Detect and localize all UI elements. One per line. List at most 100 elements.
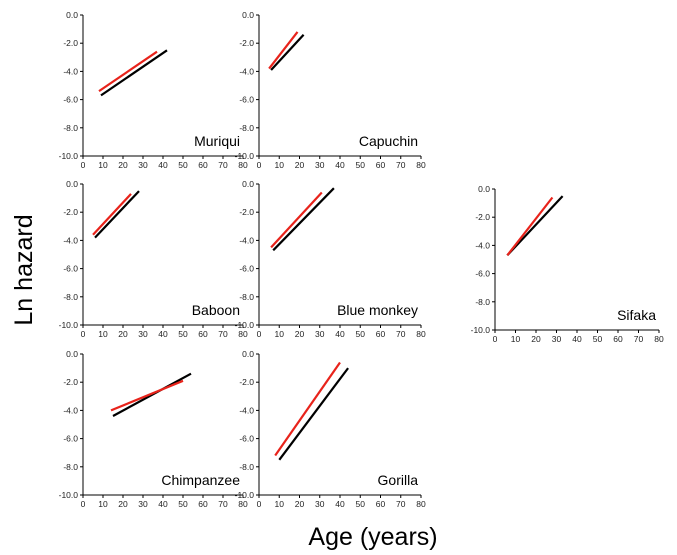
panel-label-chimpanzee: Chimpanzee (161, 472, 240, 488)
x-tick-label: 70 (634, 334, 644, 344)
x-tick-label: 20 (295, 160, 305, 170)
x-tick-label: 50 (178, 329, 188, 339)
y-tick-label: -4.0 (239, 405, 254, 415)
x-tick-label: 20 (118, 329, 128, 339)
x-tick-label: 0 (257, 329, 262, 339)
y-tick-label: -4.0 (239, 66, 254, 76)
y-tick-label: -6.0 (239, 95, 254, 105)
panel-blue-monkey: 0.0 -2.0 -4.0 -6.0 -8.0 -10.00 10 20 30 40 50 60 70 8… (235, 179, 426, 339)
x-tick-label: 30 (138, 499, 148, 509)
x-tick-label: 10 (275, 499, 285, 509)
y-tick-label: 0.0 (66, 349, 78, 359)
x-tick-label: 60 (376, 160, 386, 170)
x-tick-label: 60 (376, 329, 386, 339)
x-tick-label: 0 (81, 160, 86, 170)
y-tick-label: 0.0 (242, 10, 254, 20)
x-tick-label: 60 (198, 160, 208, 170)
y-tick-label: 0.0 (242, 179, 254, 189)
black-hazard-line (100, 49, 168, 97)
y-tick-label: -2.0 (475, 212, 490, 222)
y-axis-title: Ln hazard (10, 214, 38, 325)
x-tick-label: 70 (396, 499, 406, 509)
x-tick-label: 10 (98, 329, 108, 339)
red-hazard-line (92, 193, 132, 236)
y-tick-label: -4.0 (475, 240, 490, 250)
y-tick-label: -2.0 (63, 38, 78, 48)
x-tick-label: 50 (356, 329, 366, 339)
x-tick-label: 40 (158, 499, 168, 509)
black-hazard-line (270, 33, 305, 71)
y-tick-label: -10.0 (59, 490, 79, 500)
x-tick-label: 0 (81, 329, 86, 339)
red-hazard-line (98, 50, 158, 93)
panel-label-gorilla: Gorilla (378, 472, 419, 488)
red-hazard-line (274, 361, 341, 457)
x-tick-label: 40 (335, 329, 345, 339)
x-tick-label: 30 (552, 334, 562, 344)
x-tick-label: 30 (138, 160, 148, 170)
red-hazard-line (506, 196, 554, 256)
black-hazard-line (272, 187, 335, 252)
y-tick-label: -6.0 (475, 269, 490, 279)
panel-chimpanzee: 0.0 -2.0 -4.0 -6.0 -8.0 -10.00 10 20 30 40 50 60 70 8… (59, 349, 248, 509)
x-tick-label: 60 (613, 334, 623, 344)
x-tick-label: 80 (416, 329, 426, 339)
x-tick-label: 40 (158, 160, 168, 170)
x-tick-label: 10 (275, 160, 285, 170)
x-tick-label: 70 (396, 160, 406, 170)
y-tick-label: -8.0 (475, 297, 490, 307)
x-tick-label: 0 (493, 334, 498, 344)
x-tick-label: 50 (356, 160, 366, 170)
x-tick-label: 70 (218, 160, 228, 170)
panel-baboon: 0.0 -2.0 -4.0 -6.0 -8.0 -10.00 10 20 30 40 50 60 70 8… (59, 179, 248, 339)
y-tick-label: -6.0 (63, 95, 78, 105)
panel-label-sifaka: Sifaka (617, 307, 656, 323)
y-tick-label: -6.0 (239, 434, 254, 444)
y-tick-label: -8.0 (239, 292, 254, 302)
x-tick-label: 80 (238, 329, 248, 339)
x-tick-label: 40 (572, 334, 582, 344)
red-hazard-line (268, 31, 299, 70)
y-tick-label: -8.0 (239, 462, 254, 472)
y-tick-label: -6.0 (239, 264, 254, 274)
red-hazard-line (270, 191, 323, 249)
y-tick-label: -2.0 (63, 377, 78, 387)
x-tick-label: 30 (315, 160, 325, 170)
x-tick-label: 70 (218, 329, 228, 339)
panel-label-capuchin: Capuchin (359, 133, 418, 149)
x-tick-label: 20 (118, 160, 128, 170)
x-tick-label: 60 (198, 329, 208, 339)
y-tick-label: 0.0 (66, 179, 78, 189)
y-tick-label: -4.0 (63, 235, 78, 245)
x-tick-label: 0 (257, 499, 262, 509)
panel-sifaka: 0.0 -2.0 -4.0 -6.0 -8.0 -10.00 10 20 30 40 50 60 70 8… (471, 184, 664, 344)
black-hazard-line (112, 372, 192, 417)
x-tick-label: 50 (178, 160, 188, 170)
y-tick-label: -10.0 (235, 490, 255, 500)
x-tick-label: 20 (295, 329, 305, 339)
y-tick-label: -4.0 (63, 405, 78, 415)
x-tick-label: 10 (511, 334, 521, 344)
black-hazard-line (278, 367, 349, 461)
panel-capuchin: 0.0 -2.0 -4.0 -6.0 -8.0 -10.00 10 20 30 40 50 60 70 8… (235, 10, 426, 170)
y-tick-label: 0.0 (478, 184, 490, 194)
x-tick-label: 10 (98, 499, 108, 509)
x-tick-label: 50 (593, 334, 603, 344)
x-tick-label: 80 (654, 334, 664, 344)
y-tick-label: 0.0 (66, 10, 78, 20)
x-tick-label: 20 (295, 499, 305, 509)
x-tick-label: 40 (158, 329, 168, 339)
x-tick-label: 70 (396, 329, 406, 339)
y-tick-label: -8.0 (63, 292, 78, 302)
y-tick-label: -2.0 (63, 207, 78, 217)
y-tick-label: -10.0 (471, 325, 491, 335)
y-tick-label: -10.0 (59, 151, 79, 161)
y-tick-label: -2.0 (239, 377, 254, 387)
x-tick-label: 50 (356, 499, 366, 509)
y-tick-label: -4.0 (63, 66, 78, 76)
panel-muriqui: 0.0 -2.0 -4.0 -6.0 -8.0 -10.00 10 20 30 40 50 60 70 8… (59, 10, 248, 170)
black-hazard-line (94, 190, 140, 239)
panel-label-blue-monkey: Blue monkey (337, 302, 418, 318)
y-tick-label: -2.0 (239, 207, 254, 217)
